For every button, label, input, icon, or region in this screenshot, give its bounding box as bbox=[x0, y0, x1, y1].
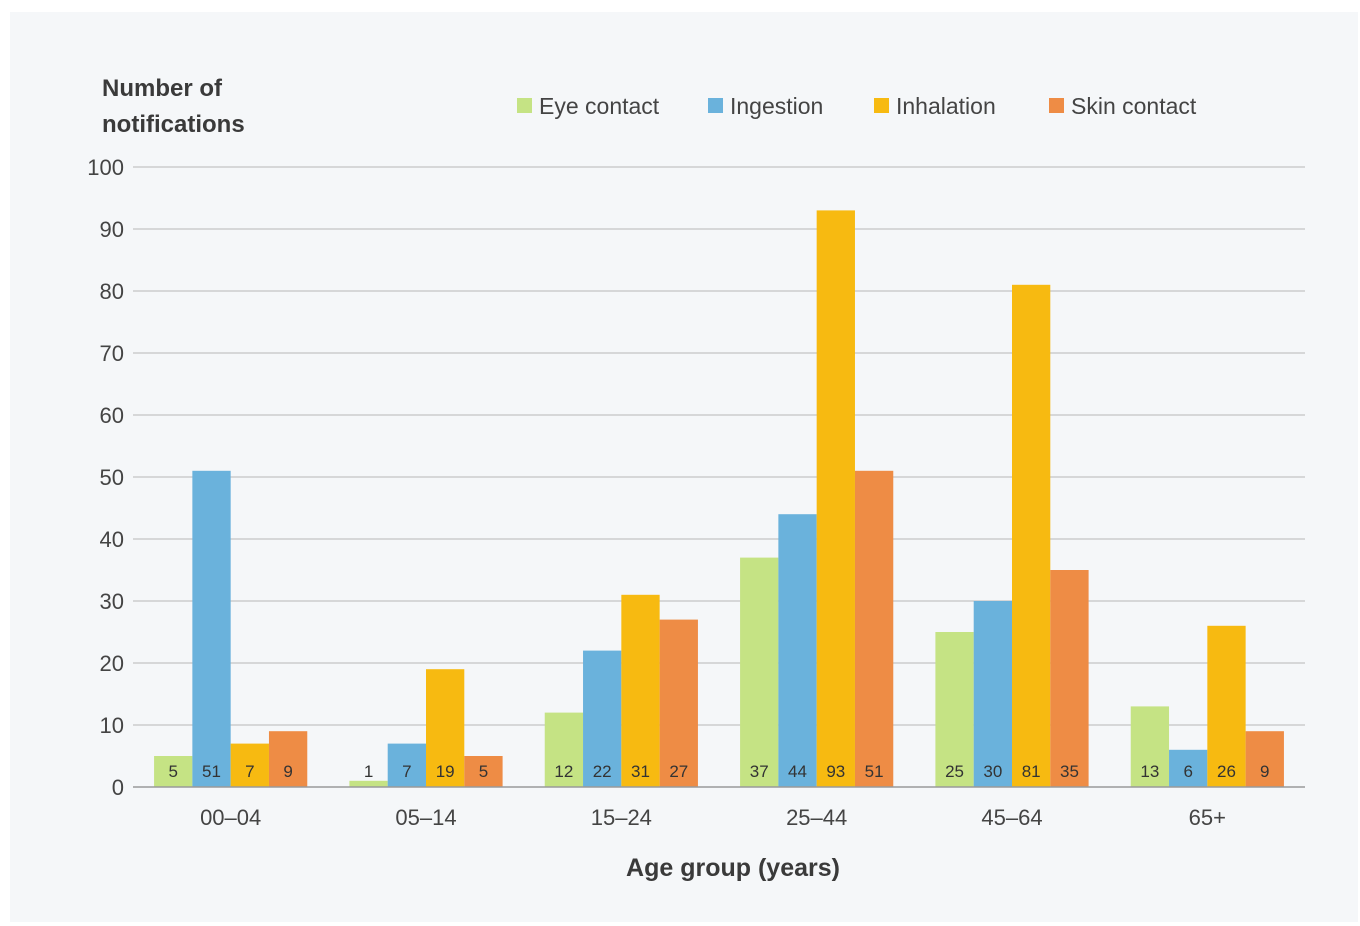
bar-inhalation bbox=[1207, 625, 1246, 787]
bar-data-label: 26 bbox=[1217, 762, 1236, 781]
bar-data-label: 1 bbox=[364, 762, 373, 781]
legend-label: Eye contact bbox=[539, 93, 660, 119]
bar-data-label: 9 bbox=[1260, 762, 1269, 781]
bar-data-label: 13 bbox=[1140, 762, 1159, 781]
bar-data-label: 7 bbox=[245, 762, 254, 781]
x-tick-label: 65+ bbox=[1189, 805, 1226, 830]
bar-inhalation bbox=[816, 210, 855, 787]
bar-data-label: 35 bbox=[1060, 762, 1079, 781]
bar-data-label: 12 bbox=[554, 762, 573, 781]
y-tick-label: 60 bbox=[100, 403, 124, 428]
bar-ingestion bbox=[778, 514, 817, 787]
y-tick-label: 70 bbox=[100, 341, 124, 366]
bar-ingestion bbox=[1169, 749, 1208, 787]
bar-data-label: 81 bbox=[1022, 762, 1041, 781]
x-tick-label: 05–14 bbox=[395, 805, 456, 830]
bar-ingestion bbox=[973, 601, 1012, 787]
y-tick-label: 0 bbox=[112, 775, 124, 800]
bar-data-label: 31 bbox=[631, 762, 650, 781]
x-tick-label: 45–64 bbox=[981, 805, 1042, 830]
y-axis-title-line-1: Number of bbox=[102, 75, 223, 102]
legend-swatch bbox=[874, 98, 889, 113]
x-tick-label: 25–44 bbox=[786, 805, 847, 830]
bar-skin-contact bbox=[268, 731, 308, 787]
legend-label: Inhalation bbox=[896, 93, 996, 119]
bar-data-label: 30 bbox=[983, 762, 1002, 781]
bar-eye-contact bbox=[349, 780, 388, 787]
legend: Eye contact Ingestion Inhalation Skin conta… bbox=[517, 93, 1197, 119]
bar-data-label: 7 bbox=[402, 762, 411, 781]
bar-ingestion bbox=[583, 650, 622, 787]
chart-svg: 5 51 7 9 1 7 19 5 12 22 31 27 37 44 93 51 25 30 81 35 13 6 26 9… bbox=[87, 75, 1305, 882]
bar-data-label: 5 bbox=[168, 762, 177, 781]
bar-data-label: 22 bbox=[593, 762, 612, 781]
bar-data-label: 93 bbox=[826, 762, 845, 781]
legend-label: Skin contact bbox=[1071, 93, 1197, 119]
x-axis-title: Age group (years) bbox=[626, 854, 840, 882]
bar-eye-contact bbox=[935, 632, 974, 787]
y-tick-label: 90 bbox=[100, 217, 124, 242]
bar-data-label: 25 bbox=[945, 762, 964, 781]
bar-ingestion bbox=[192, 470, 231, 787]
bar-inhalation bbox=[1012, 284, 1051, 787]
bar-data-label: 51 bbox=[865, 762, 884, 781]
bar-data-label: 44 bbox=[788, 762, 807, 781]
bar-data-label: 51 bbox=[202, 762, 221, 781]
axis-layer: 0 10 20 30 40 50 60 70 80 90 100 00–04 05–14 15–24 25–… bbox=[87, 155, 1305, 830]
x-tick-label: 00–04 bbox=[200, 805, 261, 830]
y-axis-title-line-2: notifications bbox=[102, 111, 245, 138]
legend-swatch bbox=[517, 98, 532, 113]
legend-swatch bbox=[708, 98, 723, 113]
bar-eye-contact bbox=[1130, 706, 1170, 787]
bar-skin-contact bbox=[1050, 570, 1089, 787]
bar-data-label: 37 bbox=[750, 762, 769, 781]
y-tick-label: 30 bbox=[100, 589, 124, 614]
bar-eye-contact bbox=[154, 756, 193, 787]
y-tick-label: 50 bbox=[100, 465, 124, 490]
x-tick-label: 15–24 bbox=[591, 805, 652, 830]
bar-inhalation bbox=[230, 743, 269, 787]
y-tick-label: 80 bbox=[100, 279, 124, 304]
grid-layer bbox=[133, 166, 1305, 726]
bar-inhalation bbox=[426, 669, 465, 787]
bar-data-label: 19 bbox=[436, 762, 455, 781]
bar-skin-contact bbox=[659, 619, 698, 787]
bar-eye-contact bbox=[544, 712, 584, 787]
bar-inhalation bbox=[621, 594, 660, 787]
y-tick-label: 100 bbox=[87, 155, 124, 180]
chart-panel: 5 51 7 9 1 7 19 5 12 22 31 27 37 44 93 51 25 30 81 35 13 6 26 9… bbox=[10, 12, 1358, 922]
labels-layer: 5 51 7 9 1 7 19 5 12 22 31 27 37 44 93 51 25 30 81 35 13 6 26 9 bbox=[168, 762, 1269, 781]
bar-skin-contact bbox=[464, 756, 503, 787]
y-tick-label: 20 bbox=[100, 651, 124, 676]
bar-data-label: 6 bbox=[1183, 762, 1192, 781]
bar-ingestion bbox=[387, 743, 426, 787]
bars-layer bbox=[154, 210, 1284, 787]
bar-eye-contact bbox=[740, 557, 779, 787]
bar-data-label: 9 bbox=[283, 762, 292, 781]
legend-label: Ingestion bbox=[730, 93, 823, 119]
legend-swatch bbox=[1049, 98, 1064, 113]
y-tick-label: 10 bbox=[100, 713, 124, 738]
bar-skin-contact bbox=[854, 470, 894, 787]
bar-data-label: 5 bbox=[479, 762, 488, 781]
bar-skin-contact bbox=[1245, 731, 1284, 787]
bar-data-label: 27 bbox=[669, 762, 688, 781]
y-tick-label: 40 bbox=[100, 527, 124, 552]
